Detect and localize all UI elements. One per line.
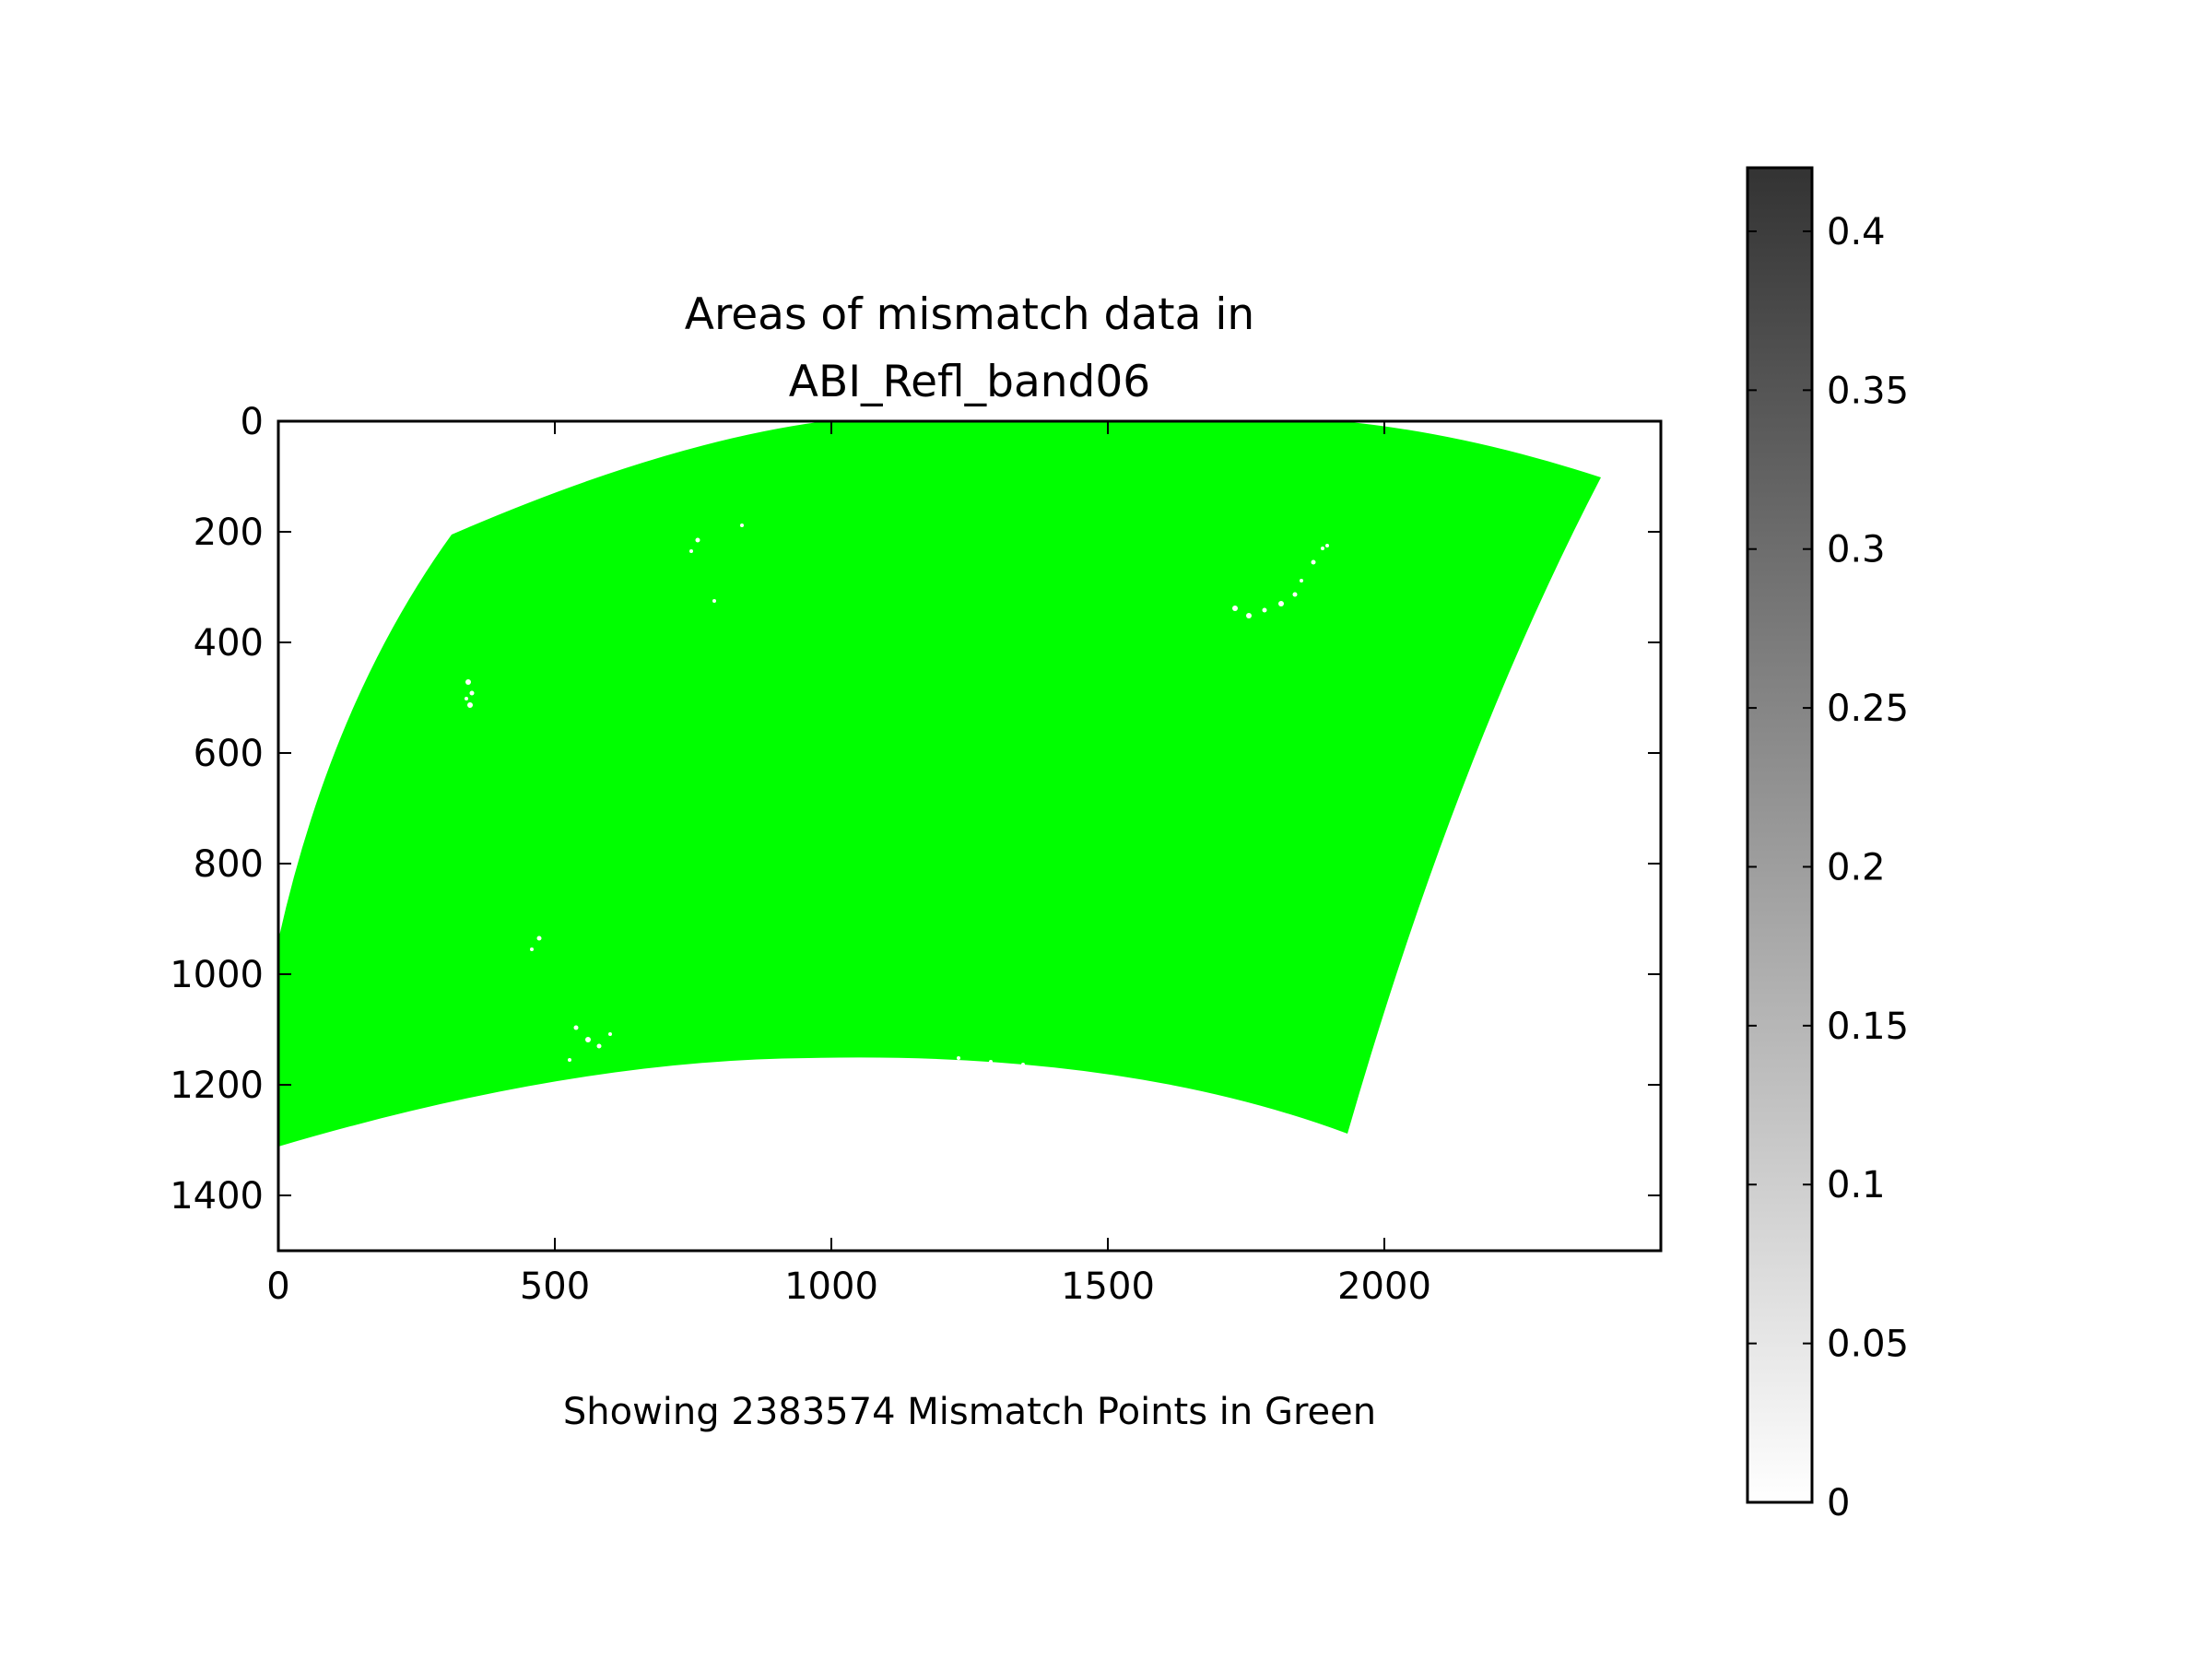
x-tick-label: 0 [266, 1265, 289, 1308]
x-axis-label: Showing 2383574 Mismatch Points in Green [563, 1391, 1376, 1433]
colorbar-gradient [1746, 166, 1814, 1504]
chart-title-line1: Areas of mismatch data in [685, 289, 1254, 340]
y-tick-label: 1000 [170, 954, 264, 996]
colorbar-tick-label: 0 [1827, 1482, 1850, 1524]
colorbar-tick-label: 0.35 [1827, 370, 1909, 412]
y-tick-label: 800 [194, 843, 264, 886]
colorbar-tick-label: 0.2 [1827, 846, 1886, 888]
colorbar-tick-label: 0.1 [1827, 1164, 1886, 1206]
x-tick-label: 1500 [1061, 1265, 1155, 1308]
mismatch-gaps [465, 524, 1329, 1066]
y-tick-label: 0 [241, 401, 264, 443]
colorbar-tick-label: 0.25 [1827, 688, 1909, 730]
chart-title-line2: ABI_Refl_band06 [789, 357, 1150, 407]
y-tick-label: 600 [194, 733, 264, 775]
colorbar-tick-label: 0.4 [1827, 211, 1886, 253]
colorbar-tick-label: 0.05 [1827, 1324, 1909, 1366]
mismatch-region [278, 421, 1601, 1147]
y-tick-label: 1200 [170, 1065, 264, 1107]
colorbar-tick-label: 0.3 [1827, 529, 1886, 571]
colorbar: 0 0.05 0.1 0.15 0.2 0.25 0.3 0.35 0.4 [1746, 166, 1909, 1524]
colorbar-axis: 0 0.05 0.1 0.15 0.2 0.25 0.3 0.35 0.4 [1747, 211, 1909, 1524]
plot-area: 0 500 1000 1500 2000 0 200 400 600 800 1000 1200 14… [170, 401, 1663, 1308]
y-axis: 0 200 400 600 800 1000 1200 1400 [170, 401, 1661, 1218]
y-tick-label: 200 [194, 512, 264, 554]
x-tick-label: 2000 [1337, 1265, 1431, 1308]
y-tick-label: 400 [194, 622, 264, 665]
x-tick-label: 500 [520, 1265, 590, 1308]
plot-frame [276, 419, 1663, 1253]
colorbar-tick-label: 0.15 [1827, 1006, 1909, 1048]
y-tick-label: 1400 [170, 1175, 264, 1218]
x-tick-label: 1000 [784, 1265, 878, 1308]
x-axis: 0 500 1000 1500 2000 [266, 421, 1431, 1308]
